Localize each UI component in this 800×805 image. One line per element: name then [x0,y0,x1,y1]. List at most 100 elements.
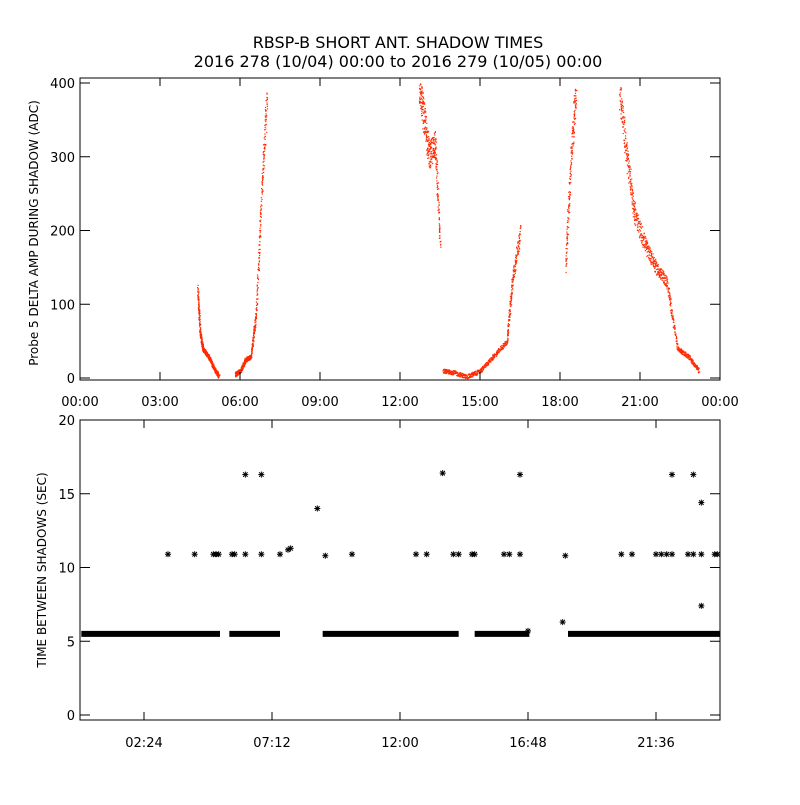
top-data-point [421,108,423,110]
top-data-point [208,359,210,361]
top-data-point [424,107,426,110]
top-data-point [658,276,660,278]
top-data-point [464,375,466,377]
top-data-point [570,166,572,169]
top-data-point [631,190,633,192]
top-data-point [442,371,445,373]
top-data-point [484,366,486,368]
top-data-point [451,372,453,375]
top-data-point [575,102,577,104]
top-data-point [566,242,569,244]
top-data-point [422,95,424,98]
top-data-point [698,371,700,373]
top-data-point [512,284,514,286]
top-data-point [573,133,575,135]
top-data-point [677,343,679,345]
top-data-point [485,366,487,368]
top-data-point [634,203,636,205]
top-data-point [672,318,675,320]
top-data-point [439,212,441,214]
top-data-point [629,181,631,183]
top-data-point [435,158,437,160]
top-data-point [647,250,649,253]
top-data-point [624,145,626,147]
top-data-point [669,294,671,296]
top-data-point [661,268,663,270]
top-data-point [213,366,215,368]
top-data-point [211,359,213,361]
top-data-point [641,226,644,228]
top-data-point [689,357,691,360]
top-data-point [509,304,511,306]
top-data-point [436,168,438,170]
star-stroke [669,471,675,478]
top-data-point [671,318,673,320]
top-data-point [265,118,267,120]
top-data-point [571,130,574,132]
top-data-point [641,242,643,244]
top-data-point [568,206,570,208]
top-data-point [569,178,571,180]
top-data-point [420,91,422,93]
top-data-point [430,143,432,146]
top-data-point [666,280,668,282]
top-data-point [256,309,258,311]
top-data-point [569,168,571,170]
top-data-point [696,366,698,368]
top-data-point [209,359,211,361]
top-data-point [624,122,626,124]
top-data-point [624,150,627,152]
top-data-point [427,139,430,141]
top-data-point [663,280,665,282]
top-data-point [197,299,199,301]
bottom-series [81,470,721,637]
top-data-point [495,354,497,356]
top-data-point [430,148,432,150]
top-data-point [504,346,506,348]
top-data-point [632,195,634,197]
top-data-point [480,370,482,372]
top-data-point [435,158,438,160]
top-data-point [437,172,439,174]
top-data-point [266,99,268,101]
top-data-point [496,352,499,354]
top-data-point [263,167,265,169]
top-data-point [217,371,219,373]
top-data-point [199,318,201,320]
top-data-point [427,151,430,153]
bottom-data-point [258,471,265,478]
top-data-point [520,226,522,228]
top-data-point [431,142,433,144]
top-data-point [657,273,659,275]
top-data-point [426,131,428,133]
top-data-point [499,349,501,351]
top-data-point [639,221,641,223]
top-data-point [571,153,573,155]
baseline-band [229,630,280,637]
top-data-point [630,192,632,194]
top-data-point [430,138,433,140]
top-data-point [427,147,429,149]
top-data-point [422,111,424,113]
top-data-point [685,356,687,358]
top-data-point [199,315,201,317]
top-data-point [565,265,567,267]
top-data-point [494,355,496,357]
top-data-point [438,231,441,233]
top-data-point [572,142,574,145]
top-data-point [570,160,572,162]
top-data-point [483,367,485,369]
bottom-data-point [258,551,265,558]
top-data-point [568,205,570,208]
top-data-point [667,278,669,280]
top-data-point [514,272,516,274]
top-data-point [691,358,693,360]
top-data-point [623,139,625,141]
top-data-point [425,117,427,119]
top-data-point [423,131,425,134]
top-data-point [681,349,683,351]
top-data-point [567,217,569,219]
top-data-point [199,331,201,333]
top-data-point [420,92,422,94]
top-data-point [254,328,256,330]
